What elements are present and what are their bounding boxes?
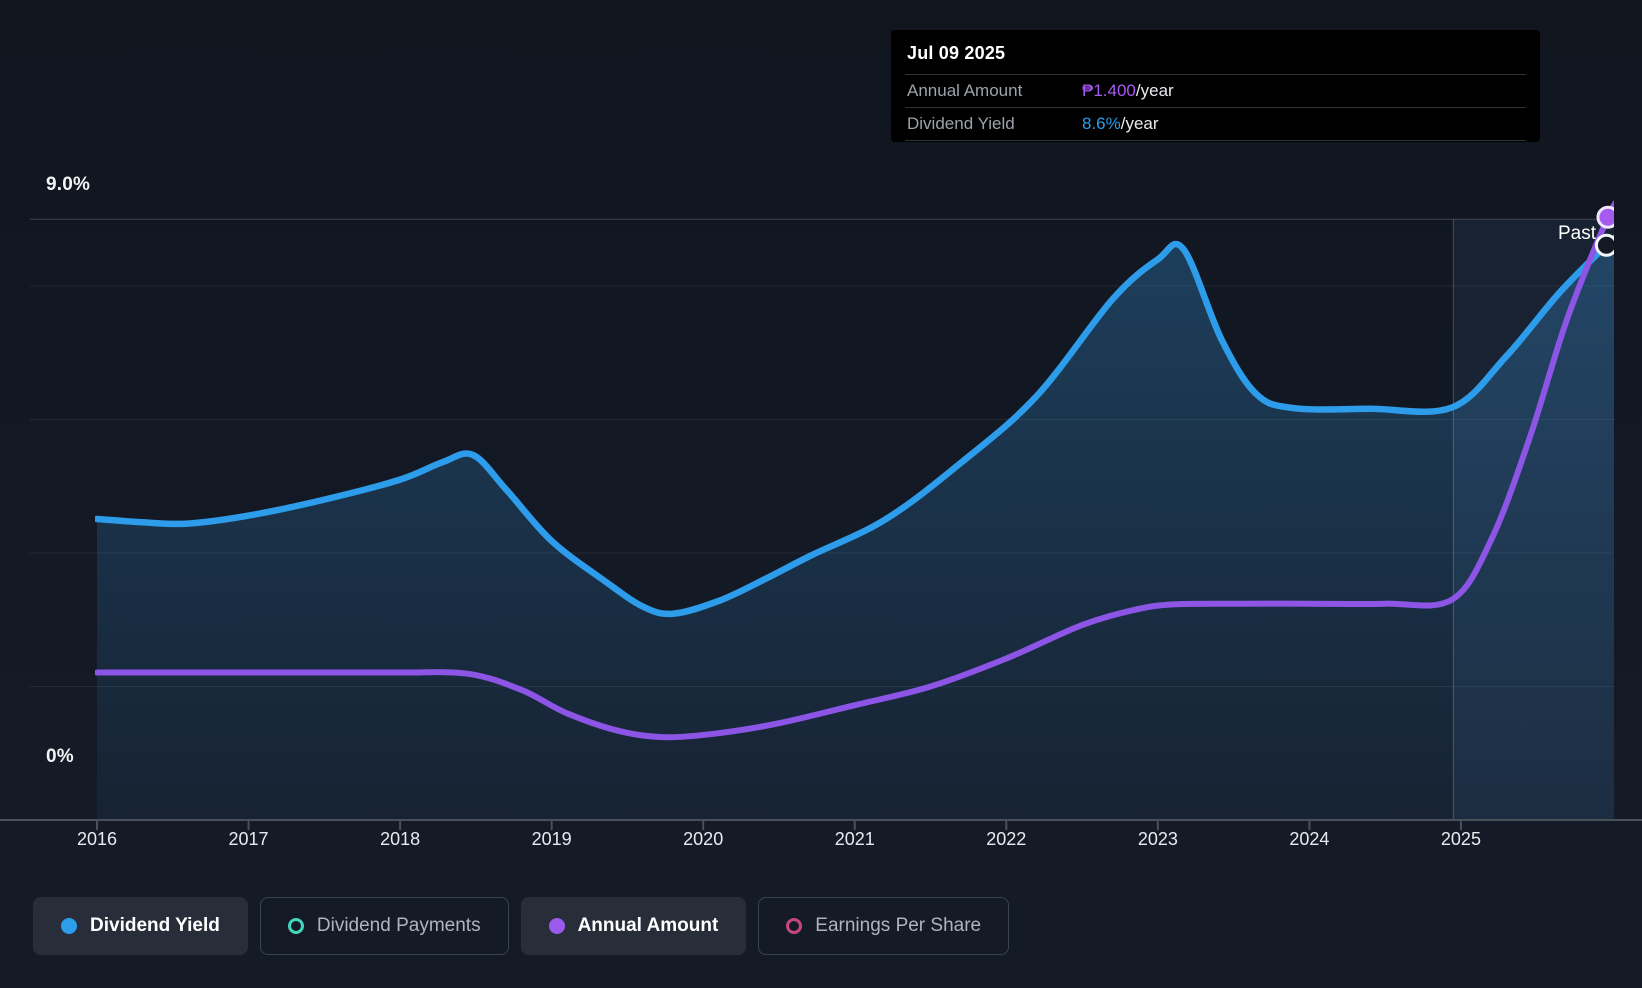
x-axis-label: 2021 [834, 829, 875, 849]
tooltip-row: Dividend Yield 8.6%/year [905, 107, 1526, 141]
series-end-markers [1594, 205, 1614, 257]
tooltip-row-value: 8.6%/year [1082, 114, 1159, 134]
tooltip-row-label: Dividend Yield [907, 114, 1015, 133]
tooltip-value-suffix: /year [1135, 81, 1174, 100]
y-axis-min-label: 0% [46, 746, 74, 767]
series-marker-icon [287, 918, 304, 934]
x-axis-label: 2020 [683, 829, 724, 849]
x-axis-label: 2022 [986, 829, 1027, 849]
series-marker-icon [61, 918, 77, 934]
legend-item-earnings-per-share[interactable]: Earnings Per Share [758, 897, 1010, 955]
x-axis-label: 2024 [1289, 829, 1330, 849]
end-marker-dividend-yield [1594, 233, 1614, 257]
past-region-label: Past [1557, 223, 1596, 244]
dividend-yield-area [97, 238, 1614, 820]
series-marker-icon [786, 918, 803, 934]
x-axis-label: 2025 [1440, 829, 1481, 849]
tooltip-value-colored: 8.6% [1082, 114, 1121, 133]
legend-item-label: Earnings Per Share [815, 915, 982, 936]
dividend-yield-line [95, 234, 1614, 618]
legend-item-label: Annual Amount [577, 915, 719, 936]
chart-tooltip: Jul 09 2025 Annual Amount ₱1.400/year Divi… [891, 30, 1540, 142]
end-marker-annual-amount [1596, 205, 1614, 229]
tooltip-row-value: ₱1.400/year [1082, 81, 1174, 101]
legend-item-label: Dividend Payments [316, 915, 481, 936]
legend-item-label: Dividend Yield [90, 915, 220, 936]
chart-legend: Dividend Yield Dividend Payments Annual Am… [33, 897, 1010, 955]
x-axis-label: 2018 [380, 829, 421, 849]
annual-amount-line [95, 200, 1614, 741]
tooltip-row-label: Annual Amount [907, 81, 1023, 100]
past-region-highlight [1453, 219, 1614, 820]
tooltip-row: Annual Amount ₱1.400/year [905, 74, 1526, 107]
tooltip-value-suffix: /year [1120, 114, 1159, 133]
x-axis-ticks [96, 821, 1462, 830]
x-axis-label: 2019 [531, 829, 572, 849]
legend-item-dividend-yield[interactable]: Dividend Yield [33, 897, 248, 955]
x-axis-label: 2016 [76, 829, 118, 849]
y-axis-max-label: 9.0% [46, 174, 91, 195]
tooltip-date: Jul 09 2025 [907, 43, 1006, 63]
tooltip-value-colored: ₱1.400 [1082, 81, 1136, 100]
x-axis-label: 2023 [1137, 829, 1178, 849]
legend-item-annual-amount[interactable]: Annual Amount [520, 897, 747, 955]
series-marker-icon [548, 918, 565, 934]
x-axis-label: 2017 [228, 829, 269, 849]
legend-item-dividend-payments[interactable]: Dividend Payments [259, 897, 509, 955]
